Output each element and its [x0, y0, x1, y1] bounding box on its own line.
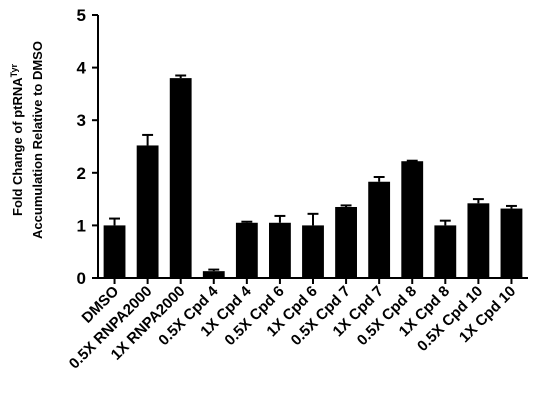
y-tick-label: 4: [77, 59, 87, 78]
bar: [335, 206, 357, 278]
bar: [235, 222, 258, 278]
error-bar: [406, 159, 418, 162]
error-bar: [373, 176, 385, 182]
error-bar: [439, 219, 451, 226]
bar: [269, 222, 291, 278]
error-bar: [208, 268, 220, 272]
bar: [500, 208, 523, 278]
error-bar: [506, 204, 517, 209]
error-bar: [472, 198, 484, 204]
bar: [368, 181, 391, 278]
error-bar: [274, 214, 286, 223]
y-tick-label: 5: [77, 6, 86, 25]
y-tick-label: 2: [77, 164, 86, 183]
error-bar: [175, 74, 187, 79]
error-bar: [307, 212, 319, 226]
bar: [103, 225, 126, 278]
bar: [302, 225, 324, 278]
y-tick-label: 1: [77, 216, 86, 235]
bar: [434, 225, 457, 278]
y-label-line1: Fold Change of ptRNA: [10, 77, 25, 216]
error-bar: [142, 133, 154, 146]
bar: [202, 271, 225, 278]
y-label-superscript: Tyr: [9, 64, 19, 78]
y-tick-label: 3: [77, 111, 86, 130]
y-axis-label: Accumulation Relative to DMSO: [30, 41, 45, 239]
bar: [169, 78, 192, 279]
error-bar: [340, 204, 352, 207]
y-tick-label: 0: [77, 269, 86, 288]
error-bar: [109, 217, 120, 226]
bar: [136, 145, 159, 278]
bar: [401, 161, 424, 278]
bar: [467, 203, 490, 278]
y-axis-label: Fold Change of ptRNATyr: [9, 64, 25, 216]
error-bar: [241, 220, 253, 223]
